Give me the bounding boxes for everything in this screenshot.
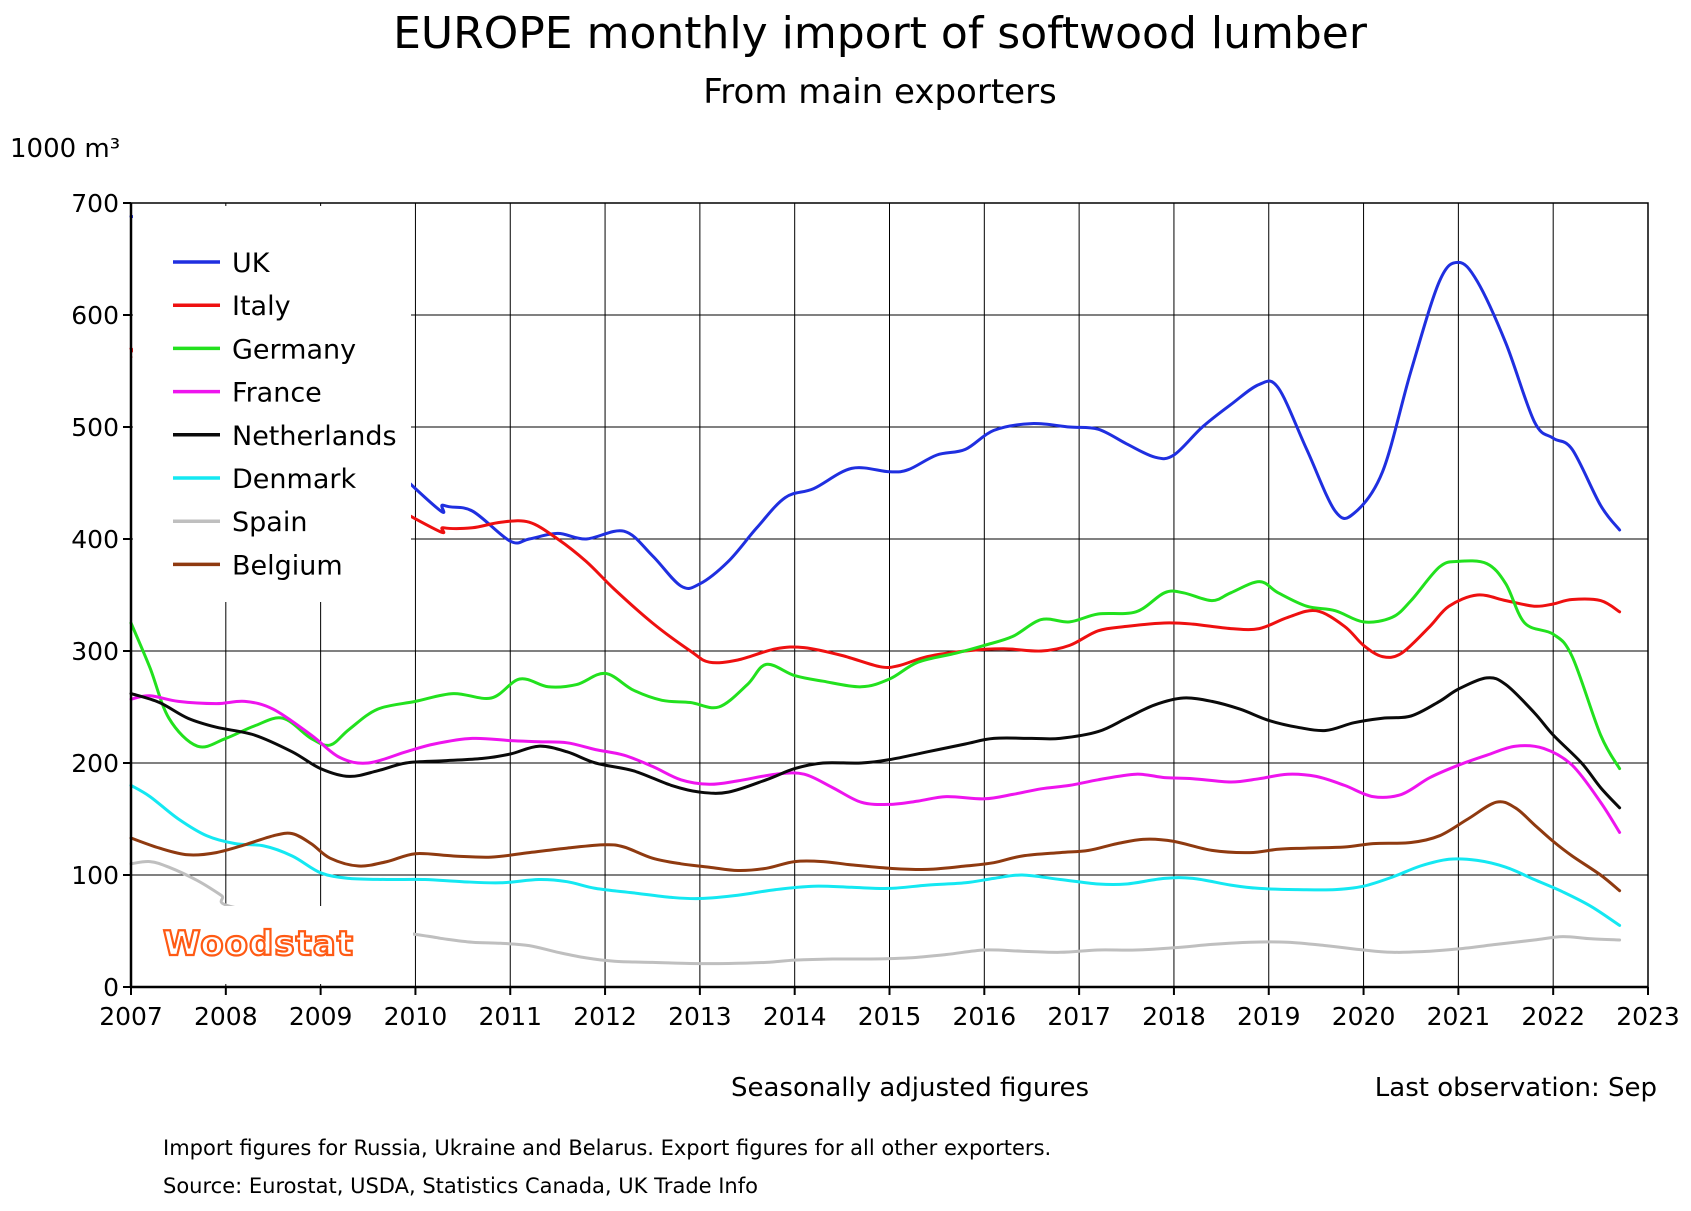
seasonal-note: Seasonally adjusted figures xyxy=(731,1073,1089,1103)
y-tick-label: 100 xyxy=(71,861,119,890)
series-line-italy xyxy=(129,347,1622,670)
x-tick-label: 2023 xyxy=(1616,1002,1680,1031)
y-axis-unit: 1000 m³ xyxy=(10,134,120,164)
series-line-spain xyxy=(129,860,1622,966)
chart-title: EUROPE monthly import of softwood lumber xyxy=(393,8,1368,59)
y-tick-label: 0 xyxy=(103,973,119,1002)
legend-label-uk: UK xyxy=(232,248,271,279)
x-tick-label: 2008 xyxy=(194,1002,258,1031)
y-tick-label: 400 xyxy=(71,525,119,554)
x-tick-label: 2011 xyxy=(478,1002,542,1031)
legend: UK Italy Germany France Netherlands Denmark Sp… xyxy=(173,248,397,581)
watermark-box xyxy=(133,906,413,984)
legend-label-italy: Italy xyxy=(232,291,291,322)
x-tick-label: 2013 xyxy=(668,1002,732,1031)
legend-box xyxy=(133,206,411,602)
legend-label-netherlands: Netherlands xyxy=(232,421,397,452)
y-tick-label: 500 xyxy=(71,413,119,442)
x-tick-label: 2019 xyxy=(1237,1002,1301,1031)
footnote-1: Import figures for Russia, Ukraine and B… xyxy=(163,1136,1051,1160)
y-tick-label: 600 xyxy=(71,301,119,330)
x-tick-label: 2018 xyxy=(1142,1002,1206,1031)
series-line-belgium xyxy=(129,800,1622,893)
series-line-netherlands xyxy=(129,676,1622,810)
legend-label-denmark: Denmark xyxy=(232,464,356,495)
x-tick-label: 2022 xyxy=(1521,1002,1585,1031)
x-tick-label: 2020 xyxy=(1332,1002,1396,1031)
x-tick-label: 2010 xyxy=(384,1002,448,1031)
x-axis-ticks: 2007 2008 2009 2010 2011 2012 2013 2014 2015 2016… xyxy=(99,987,1680,1031)
last-observation-note: Last observation: Sep xyxy=(1375,1073,1657,1103)
x-tick-label: 2021 xyxy=(1427,1002,1491,1031)
x-tick-label: 2009 xyxy=(289,1002,353,1031)
series-lines xyxy=(129,214,1622,966)
footnote-source: Source: Eurostat, USDA, Statistics Canad… xyxy=(163,1174,758,1198)
y-tick-label: 200 xyxy=(71,749,119,778)
y-axis-ticks: 0 100 200 300 400 500 600 700 xyxy=(71,189,131,1002)
series-line-uk xyxy=(129,214,1622,590)
legend-label-belgium: Belgium xyxy=(232,550,343,581)
x-tick-label: 2012 xyxy=(573,1002,637,1031)
chart-subtitle: From main exporters xyxy=(703,72,1057,112)
x-tick-label: 2007 xyxy=(99,1002,163,1031)
series-line-denmark xyxy=(129,783,1622,927)
x-tick-label: 2016 xyxy=(953,1002,1017,1031)
series-line-germany xyxy=(129,559,1622,771)
legend-label-germany: Germany xyxy=(232,334,356,365)
woodstat-logo: Woodstat xyxy=(163,924,354,964)
x-tick-label: 2015 xyxy=(858,1002,922,1031)
series-line-france xyxy=(129,694,1622,834)
y-tick-label: 300 xyxy=(71,637,119,666)
x-tick-label: 2014 xyxy=(763,1002,827,1031)
y-tick-label: 700 xyxy=(71,189,119,218)
legend-label-france: France xyxy=(232,378,322,409)
x-tick-label: 2017 xyxy=(1047,1002,1111,1031)
legend-label-spain: Spain xyxy=(232,507,307,538)
